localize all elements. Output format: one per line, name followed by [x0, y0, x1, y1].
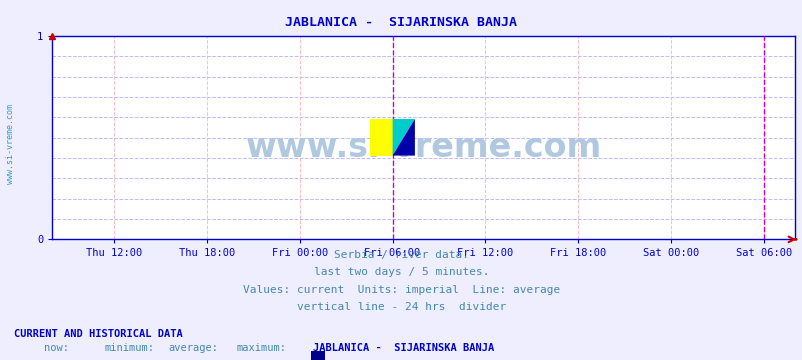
- Text: average:: average:: [168, 343, 218, 353]
- Text: maximum:: maximum:: [237, 343, 286, 353]
- Text: CURRENT AND HISTORICAL DATA: CURRENT AND HISTORICAL DATA: [14, 329, 183, 339]
- Text: now:: now:: [44, 343, 69, 353]
- Text: www.si-vreme.com: www.si-vreme.com: [245, 131, 601, 165]
- Text: JABLANICA -  SIJARINSKA BANJA: JABLANICA - SIJARINSKA BANJA: [286, 16, 516, 29]
- Text: minimum:: minimum:: [104, 343, 154, 353]
- Text: last two days / 5 minutes.: last two days / 5 minutes.: [314, 267, 488, 278]
- Bar: [370, 119, 392, 156]
- Text: JABLANICA -  SIJARINSKA BANJA: JABLANICA - SIJARINSKA BANJA: [313, 343, 494, 353]
- Text: Values: current  Units: imperial  Line: average: Values: current Units: imperial Line: av…: [242, 285, 560, 295]
- Text: vertical line - 24 hrs  divider: vertical line - 24 hrs divider: [297, 302, 505, 312]
- Polygon shape: [392, 119, 415, 156]
- Text: www.si-vreme.com: www.si-vreme.com: [6, 104, 15, 184]
- Polygon shape: [392, 119, 415, 156]
- Text: Serbia / river data.: Serbia / river data.: [334, 250, 468, 260]
